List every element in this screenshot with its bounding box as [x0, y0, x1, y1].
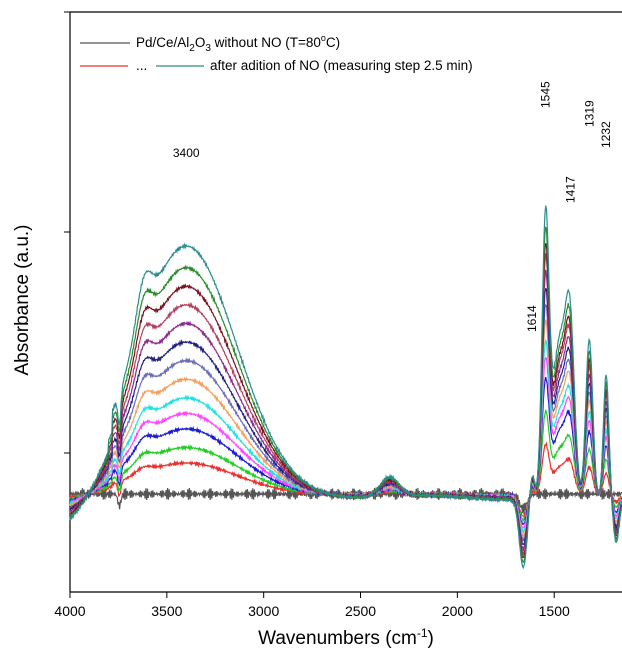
legend: Pd/Ce/Al2O3 without NO (T=80oC) ... afte… [80, 33, 473, 73]
legend-label-reference: Pd/Ce/Al2O3 without NO (T=80oC) [136, 33, 340, 54]
x-tick-label: 1500 [539, 603, 570, 619]
spectrum-series-line [69, 319, 622, 538]
spectrum-series-line [69, 205, 622, 570]
x-tick-label: 3500 [151, 603, 182, 619]
spectrum-series-line [69, 253, 622, 557]
x-tick-label: 2000 [442, 603, 473, 619]
spectrum-series-line [69, 487, 622, 515]
peak-label: 3400 [173, 146, 200, 160]
spectrum-series-line [69, 243, 622, 559]
series-layer [69, 205, 622, 570]
peak-label: 1417 [563, 176, 577, 203]
x-tick-label: 3000 [248, 603, 279, 619]
peak-label: 1232 [599, 121, 613, 148]
peak-label: 1614 [525, 305, 539, 332]
y-axis-title: Absorbance (a.u.) [12, 224, 33, 375]
spectrum-series-line [69, 303, 622, 542]
legend-label-series: after adition of NO (measuring step 2.5 … [210, 58, 473, 73]
x-ticks: 4000 3500 3000 2500 2000 1500 [54, 592, 570, 619]
x-tick-label: 4000 [54, 603, 85, 619]
x-tick-label: 2500 [345, 603, 376, 619]
peak-label: 1545 [538, 81, 552, 108]
legend-ellipsis: ... [136, 58, 147, 73]
peak-label: 1319 [582, 100, 596, 127]
x-axis-title: Wavenumbers (cm-1) [258, 626, 434, 649]
